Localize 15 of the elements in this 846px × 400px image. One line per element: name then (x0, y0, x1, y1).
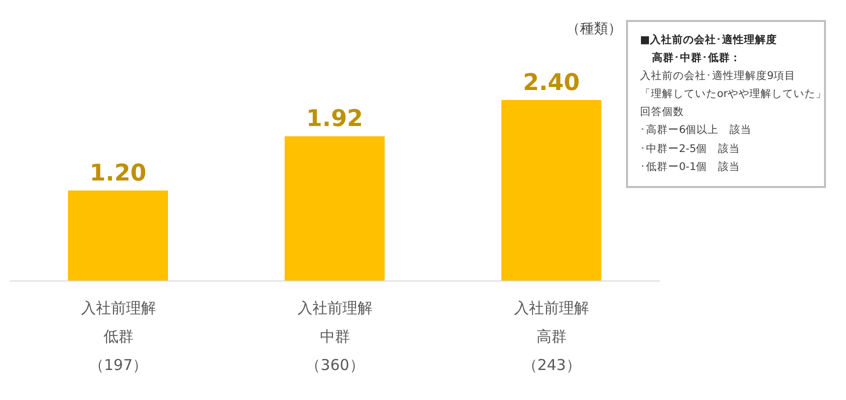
text: 高群･中群･低群： (651, 50, 742, 66)
text: ■入社前の会社･適性理解度 (640, 32, 778, 48)
y-axis-title: （種類） (565, 20, 622, 38)
data-label: 2.40 (522, 70, 580, 96)
annotation: ･中群ー2-5個 該当 (640, 142, 742, 157)
data-label: 1.92 (306, 106, 364, 132)
data-label: 1.20 (90, 160, 146, 186)
annotation: 回答個数 (640, 105, 685, 120)
annotation: ･低群ー0-1個 該当 (640, 160, 742, 175)
annotation: 「理解していたorやや理解していた」 (640, 87, 827, 102)
x-tick-label: 入社前理解中群（360） (298, 299, 372, 374)
x-tick-label: 入社前理解高群（243） (514, 299, 590, 374)
x-tick-label: 入社前理解低群（197） (80, 299, 156, 374)
text: 入社前の会社･適性理解度9項目 (640, 69, 797, 84)
annotation: ･高群ー6個以上 該当 (640, 123, 753, 138)
